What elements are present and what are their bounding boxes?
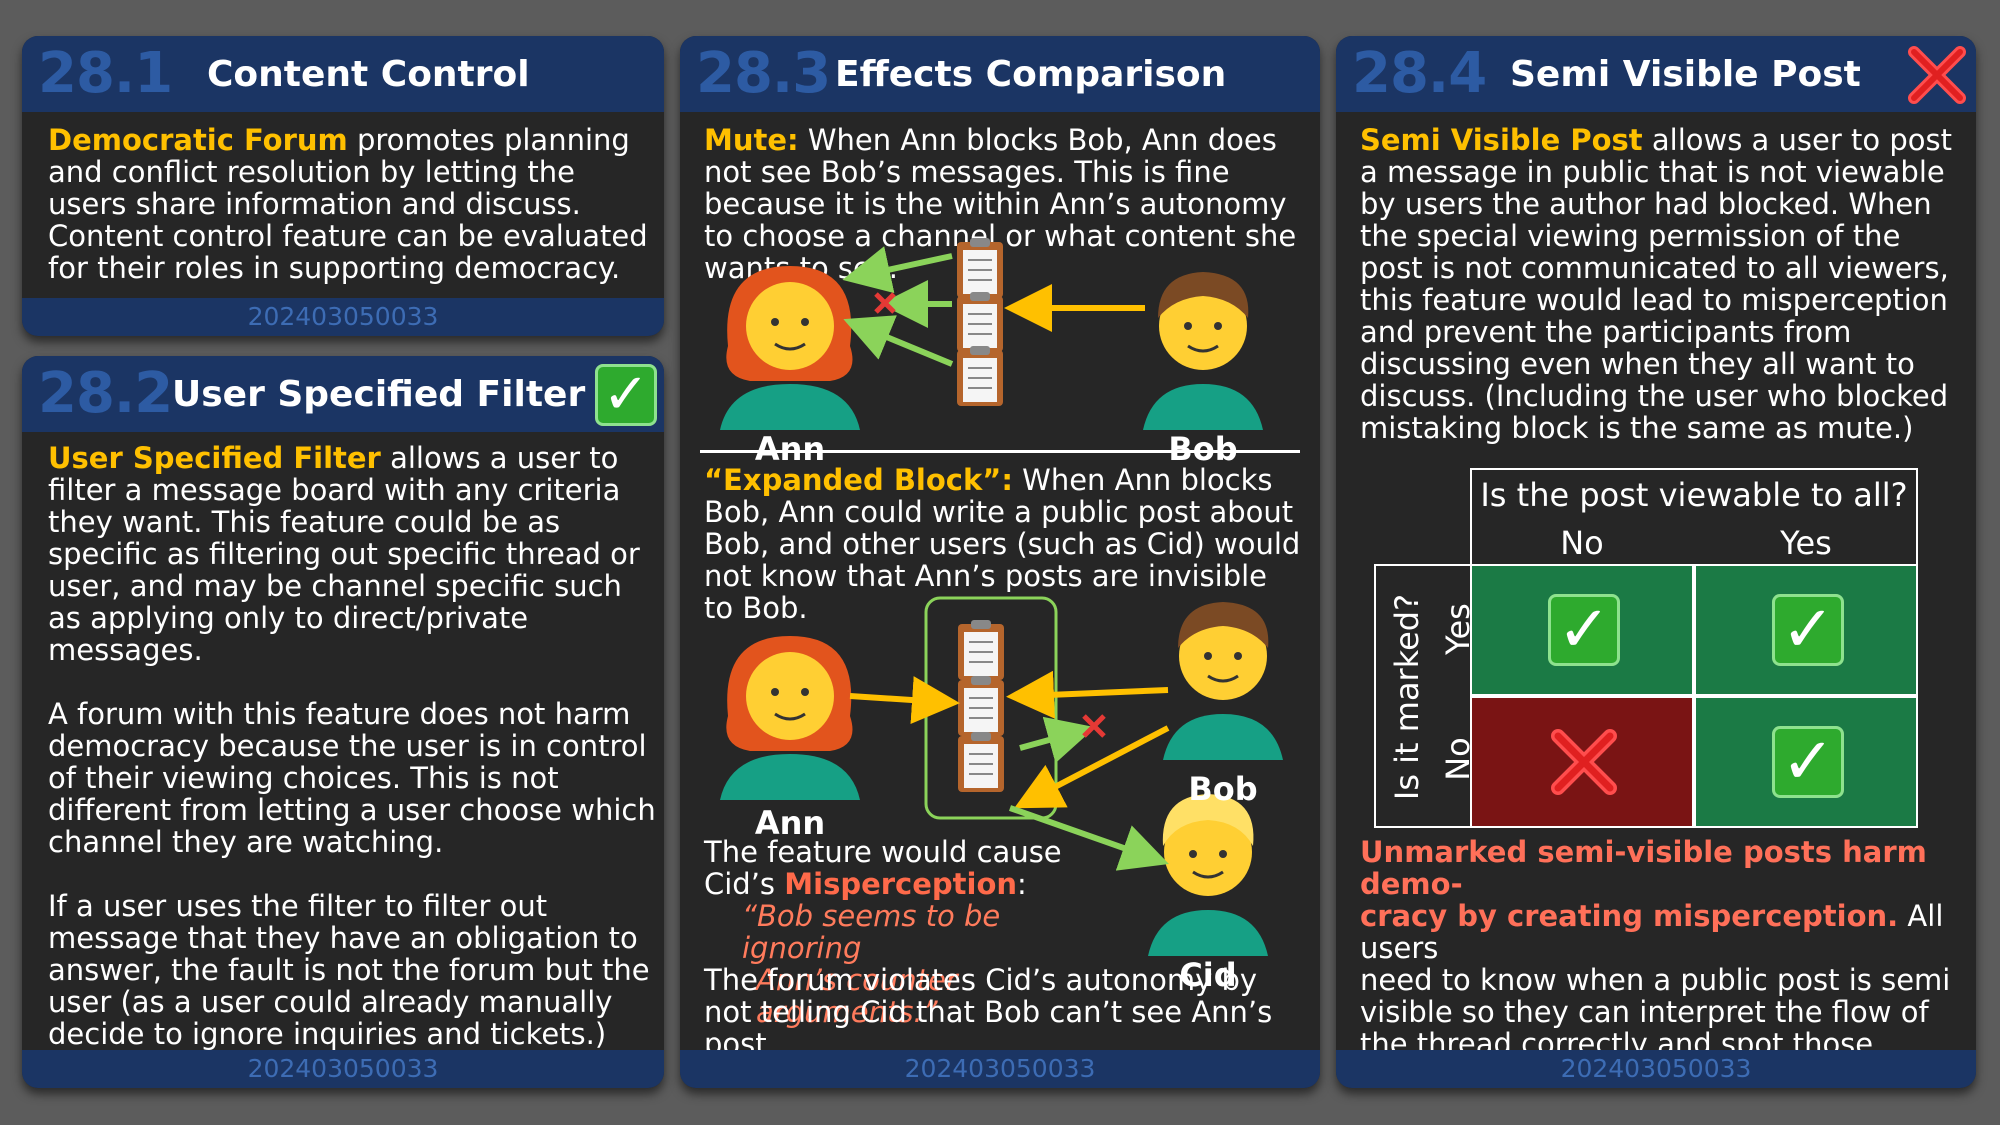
clipboard-icon: [957, 292, 1003, 352]
grid-row-header: Is it marked?: [1388, 593, 1426, 801]
clipboard-icon: [957, 238, 1003, 298]
red-x-icon: [1551, 729, 1617, 795]
red-x-icon: [874, 292, 896, 314]
yellow-arrow: [849, 676, 960, 724]
clipboard-icon: [958, 676, 1004, 736]
quote-line: Ann’s counter arguments.”: [756, 963, 958, 1029]
expanded-block-description: “Expanded Block”: When Ann blocks Bob, A…: [704, 464, 1304, 624]
paragraph: If a user uses the filter to filter out …: [48, 889, 650, 1051]
card-user-specified-filter: 28.2 User Specified Filter ✓ User Specif…: [22, 356, 664, 1088]
grid-col-label: No: [1560, 524, 1604, 562]
misperception-note: The feature would cause Cid’s Mispercept…: [704, 836, 1124, 1028]
green-check-icon: ✓: [1548, 594, 1620, 666]
card-title: User Specified Filter: [172, 374, 586, 415]
feature-line: The feature would cause: [704, 835, 1062, 869]
grid-col-label: Yes: [1780, 524, 1832, 562]
card-title: Semi Visible Post: [1510, 54, 1861, 95]
section-number: 28.3: [696, 41, 831, 106]
grid-row-header-box: [1374, 564, 1472, 828]
mute-diagram: [720, 238, 1263, 430]
card-header: 28.2 User Specified Filter ✓: [22, 356, 664, 432]
section-number: 28.4: [1352, 41, 1487, 106]
green-check-icon: ✓: [595, 364, 657, 426]
conclusion-line: Unmarked semi-visible posts harm demo-: [1360, 835, 1927, 901]
ann-avatar: [720, 636, 860, 800]
green-arrow: [843, 315, 954, 367]
clipboard-icon: [958, 732, 1004, 792]
misperception-term: Misperception: [784, 867, 1018, 901]
card-footer-id: 202403050033: [22, 1050, 664, 1088]
section-number: 28.2: [38, 361, 173, 426]
grid-col-header-box: [1470, 468, 1918, 564]
bob-avatar: [1163, 602, 1283, 760]
card-body: User Specified Filter allows a user to f…: [48, 442, 656, 1050]
card-body: Semi Visible Post allows a user to post …: [1360, 124, 1966, 444]
feature-line: Cid’s Misperception:: [704, 867, 1027, 901]
highlight-term: Democratic Forum: [48, 123, 348, 157]
body-text: When Ann blocks Bob, Ann could write a p…: [704, 463, 1301, 625]
name-label-bob: Bob: [1188, 770, 1258, 808]
green-check-icon: ✓: [1772, 594, 1844, 666]
paragraph: User Specified Filter allows a user to f…: [48, 442, 656, 666]
card-header: 28.3 Effects Comparison: [680, 36, 1320, 112]
highlight-term: User Specified Filter: [48, 441, 381, 475]
yellow-arrow: [1006, 670, 1169, 719]
card-footer-id: 202403050033: [22, 298, 664, 336]
card-footer-id: 202403050033: [680, 1050, 1320, 1088]
green-arrow: [1019, 716, 1096, 764]
card-title: Content Control: [207, 54, 530, 95]
red-x-icon: [1082, 714, 1106, 738]
highlight-term: Mute:: [704, 123, 799, 157]
expanded-block-diagram: [720, 596, 1283, 956]
card-footer-id: 202403050033: [1336, 1050, 1976, 1088]
decision-grid: Is the post viewable to all? No Yes Is i…: [1374, 468, 1934, 828]
clipboard-icon: [957, 346, 1003, 406]
body-text: allows a user to filter a message board …: [48, 441, 640, 667]
green-arrow: [1009, 805, 1169, 871]
red-x-icon: [1908, 46, 1966, 104]
clipboard-icon: [958, 620, 1004, 680]
card-content-control: 28.1 Content Control Democratic Forum pr…: [22, 36, 664, 336]
section-number: 28.1: [38, 41, 173, 106]
name-label-cid: Cid: [1179, 956, 1237, 994]
body-text: allows a user to post a message in publi…: [1360, 123, 1952, 445]
violation-note: The forum violates Cid’s autonomy by not…: [704, 963, 1273, 1061]
card-title: Effects Comparison: [835, 54, 1227, 95]
highlight-term: “Expanded Block”:: [704, 463, 1013, 497]
green-arrow: [842, 246, 953, 294]
paragraph: A forum with this feature does not harm …: [48, 697, 656, 859]
card-body: Democratic Forum promotes planning and c…: [48, 124, 648, 284]
conclusion-line: cracy by creating misperception. All use…: [1360, 899, 1944, 965]
highlight-term: Semi Visible Post: [1360, 123, 1643, 157]
card-header: 28.4 Semi Visible Post: [1336, 36, 1976, 112]
quote-line: “Bob seems to be ignoring: [742, 899, 1001, 965]
ann-avatar: [720, 266, 860, 430]
yellow-arrow: [1014, 725, 1170, 809]
cid-avatar: [1148, 794, 1268, 956]
name-label-bob: Bob: [1168, 430, 1238, 468]
card-header: 28.1 Content Control: [22, 36, 664, 112]
name-label-ann: Ann: [754, 430, 826, 468]
bob-avatar: [1143, 272, 1263, 430]
body-text: promotes planning and conflict resolutio…: [48, 123, 648, 285]
card-effects-comparison: 28.3 Effects Comparison Mute: When Ann b…: [680, 36, 1320, 1088]
name-label-ann: Ann: [754, 804, 826, 842]
grid-col-header: Is the post viewable to all?: [1480, 476, 1908, 514]
divider: [700, 450, 1300, 453]
green-check-icon: ✓: [1772, 726, 1844, 798]
card-semi-visible-post: 28.4 Semi Visible Post Semi Visible Post…: [1336, 36, 1976, 1088]
